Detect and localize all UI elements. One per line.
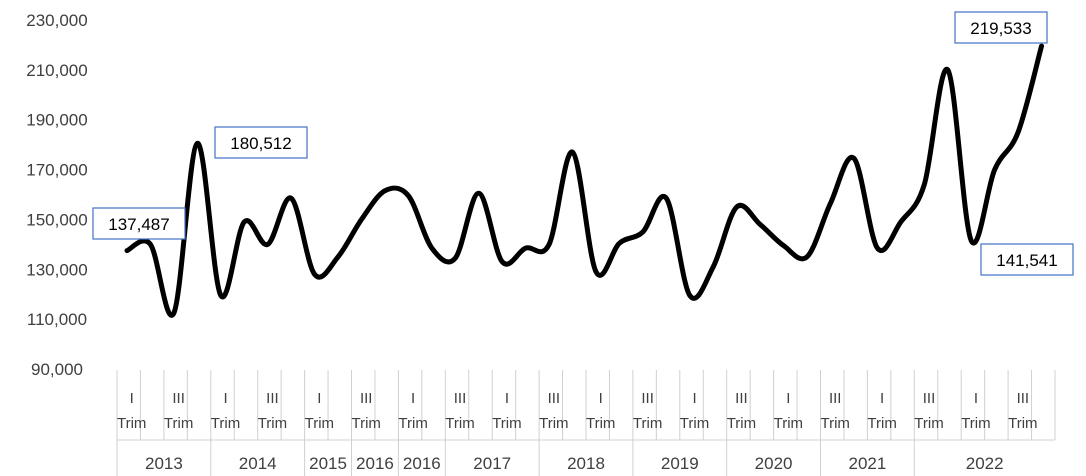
x-tick-label: III <box>641 390 654 407</box>
year-label: 2016 <box>356 454 394 473</box>
x-tick-label: III <box>548 390 561 407</box>
x-tick-label: Trim <box>352 415 381 432</box>
series-line <box>124 43 1045 318</box>
data-label-box <box>92 207 186 240</box>
x-tick-label: Trim <box>445 415 474 432</box>
x-tick-label: Trim <box>680 415 709 432</box>
x-tick-label: Trim <box>258 415 287 432</box>
y-tick-label: 230,000 <box>26 11 87 30</box>
year-label: 2021 <box>848 454 886 473</box>
y-tick-label: 150,000 <box>26 210 87 229</box>
x-tick-label: Trim <box>117 415 146 432</box>
year-label: 2014 <box>239 454 277 473</box>
x-tick-label: I <box>880 390 884 407</box>
x-tick-label: Trim <box>727 415 756 432</box>
year-label: 2015 <box>309 454 347 473</box>
x-axis: ITrimIIITrimITrimIIITrimITrimIIITrimITri… <box>116 370 1056 476</box>
data-label: 219,533 <box>970 19 1031 38</box>
x-tick-label: Trim <box>867 415 896 432</box>
x-tick-label: III <box>1017 390 1030 407</box>
y-tick-label: 190,000 <box>26 111 87 130</box>
data-label-box <box>954 11 1048 44</box>
x-tick-label: I <box>786 390 790 407</box>
x-tick-label: III <box>735 390 748 407</box>
year-label: 2022 <box>966 454 1004 473</box>
x-tick-label: III <box>266 390 279 407</box>
x-tick-label: III <box>172 390 185 407</box>
y-tick-label: 110,000 <box>27 310 87 329</box>
x-tick-label: Trim <box>1008 415 1037 432</box>
x-tick-label: I <box>317 390 321 407</box>
x-tick-label: Trim <box>164 415 193 432</box>
year-label: 2017 <box>473 454 511 473</box>
x-tick-label: Trim <box>586 415 615 432</box>
year-label: 2013 <box>145 454 183 473</box>
x-tick-label: Trim <box>774 415 803 432</box>
x-tick-label: Trim <box>961 415 990 432</box>
y-axis: 230,000 210,000 190,000 170,000 150,000 130,0… <box>26 11 87 379</box>
x-tick-label: I <box>599 390 603 407</box>
x-tick-label: Trim <box>539 415 568 432</box>
x-tick-label: Trim <box>211 415 240 432</box>
year-label: 2020 <box>755 454 793 473</box>
year-label: 2016 <box>403 454 441 473</box>
data-label-box <box>214 126 308 159</box>
x-tick-label: Trim <box>492 415 521 432</box>
x-tick-label: Trim <box>305 415 334 432</box>
x-tick-label: Trim <box>821 415 850 432</box>
data-label: 137,487 <box>108 215 169 234</box>
x-tick-label: I <box>411 390 415 407</box>
y-tick-label: 210,000 <box>26 61 87 80</box>
data-label: 141,541 <box>996 251 1057 270</box>
y-tick-label: 170,000 <box>26 161 87 180</box>
x-tick-label: I <box>692 390 696 407</box>
x-tick-label: I <box>223 390 227 407</box>
x-tick-label: III <box>360 390 373 407</box>
year-label: 2018 <box>567 454 605 473</box>
x-tick-label: III <box>454 390 467 407</box>
x-tick-label: Trim <box>914 415 943 432</box>
data-label-box <box>980 243 1074 276</box>
x-tick-label: Trim <box>398 415 427 432</box>
y-tick-label: 130,000 <box>26 260 87 279</box>
x-tick-label: I <box>130 390 134 407</box>
year-label: 2019 <box>661 454 699 473</box>
x-tick-label: I <box>974 390 978 407</box>
x-tick-label: III <box>923 390 936 407</box>
x-tick-label: I <box>505 390 509 407</box>
x-tick-label: Trim <box>633 415 662 432</box>
y-tick-label: 90,000 <box>31 360 83 379</box>
data-label-callouts: 137,487 180,512 141,541 219,533 <box>92 11 1074 276</box>
x-tick-label: III <box>829 390 842 407</box>
data-label: 180,512 <box>230 134 291 153</box>
